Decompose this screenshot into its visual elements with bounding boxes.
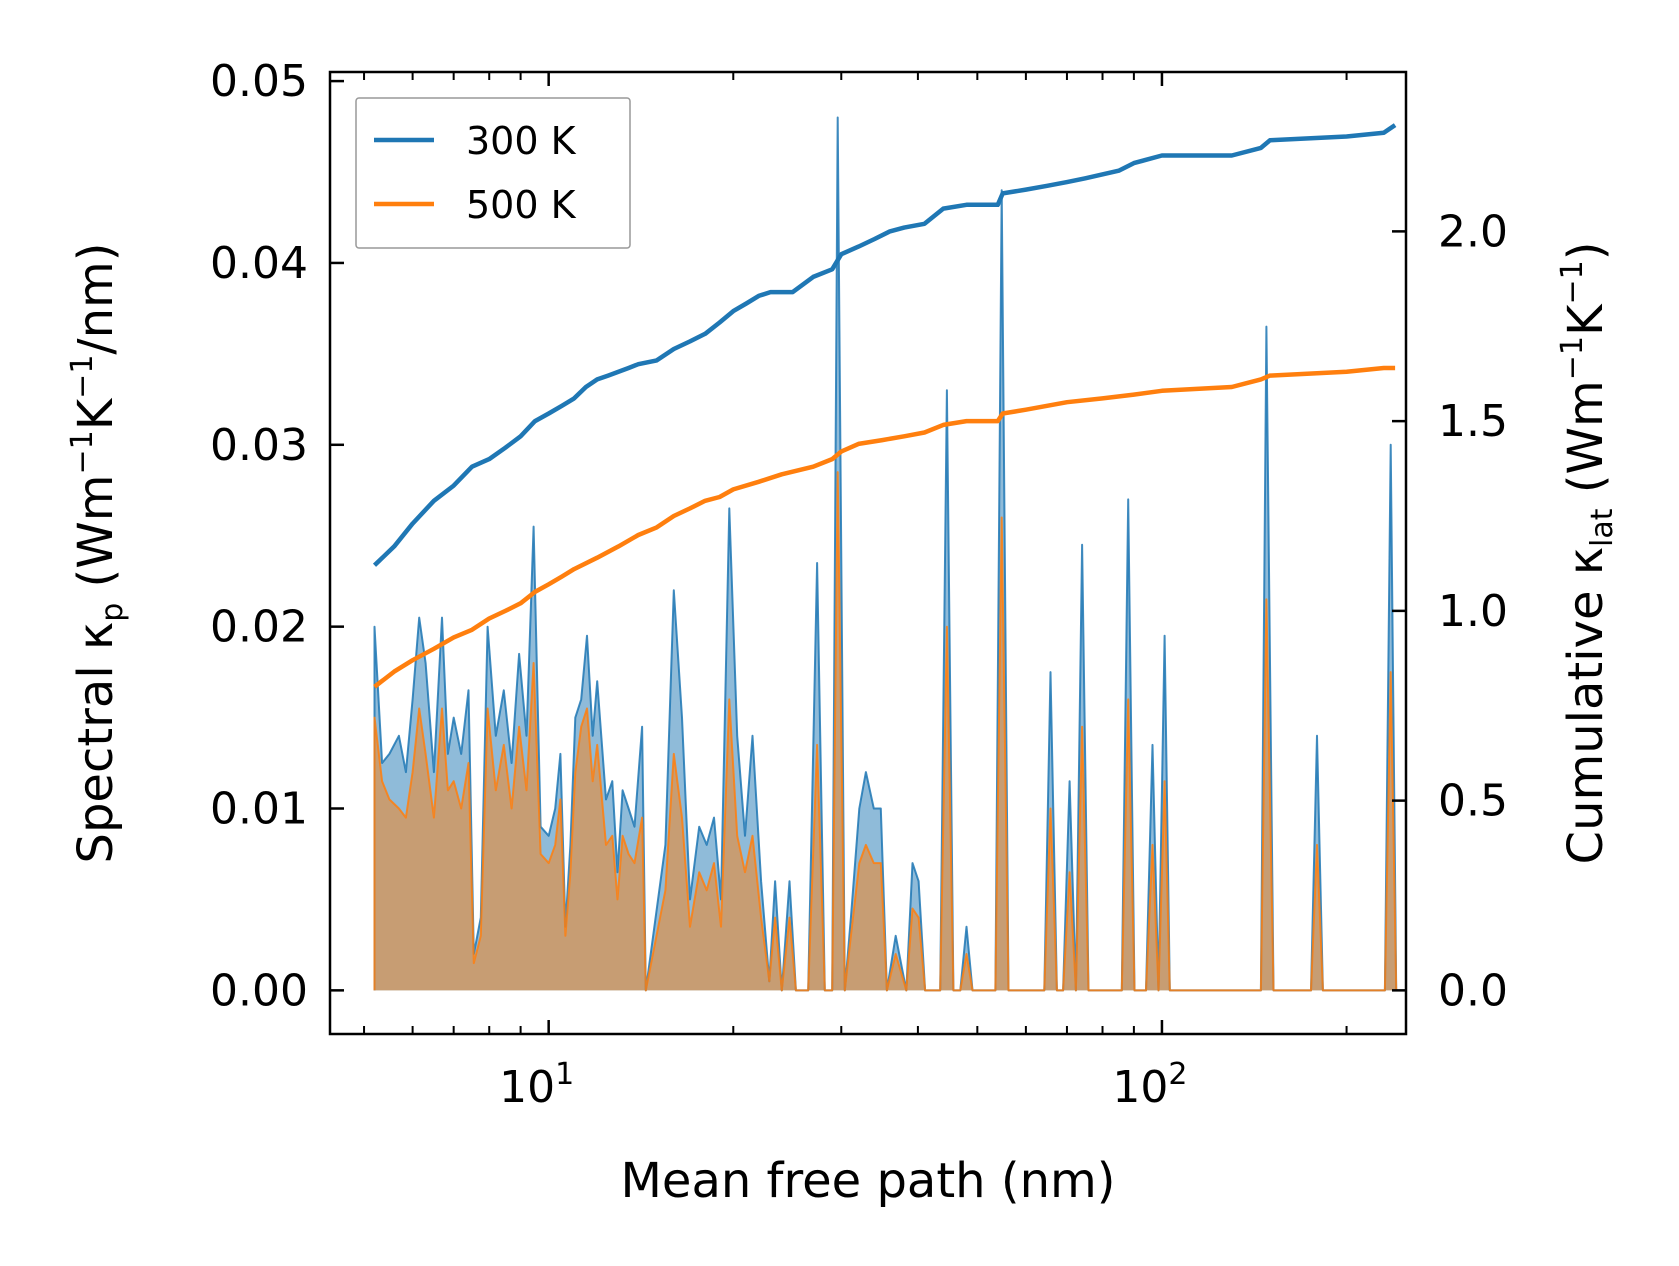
x-axis-ticks: 101 102: [363, 72, 1348, 1113]
line-300-k-cumulative: [372, 123, 1397, 567]
legend-label-500k: 500 K: [466, 183, 577, 227]
legend-label-300k: 300 K: [466, 119, 577, 163]
y-right-tick-label: 0.5: [1438, 776, 1508, 827]
y-right-tick-label: 1.5: [1438, 396, 1508, 447]
fill-500-k-spectral: [374, 472, 1397, 991]
line-500-k-cumulative: [373, 365, 1396, 689]
line-300-k-spectral: [373, 116, 1398, 992]
spectral-fills: [374, 117, 1397, 991]
cumulative-lines: [372, 123, 1397, 689]
y-left-tick-label: 0.01: [210, 784, 308, 835]
y-left-axis-ticks: 0.00 0.01 0.02 0.03 0.04 0.05: [210, 56, 344, 1016]
x-axis-title: Mean free path (nm): [621, 1153, 1116, 1209]
legend: 300 K 500 K: [355, 97, 631, 249]
spectral-lines: [373, 116, 1398, 992]
y-left-tick-label: 0.03: [210, 420, 308, 471]
y-right-tick-label: 2.0: [1438, 206, 1508, 257]
y-right-tick-label: 1.0: [1438, 586, 1508, 637]
y-right-axis-ticks: 0.0 0.5 1.0 1.5 2.0: [1392, 206, 1508, 1016]
y-left-tick-label: 0.05: [210, 56, 308, 107]
plot-frame: [328, 70, 1408, 1036]
line-500-k-spectral: [373, 471, 1398, 992]
y-left-tick-label: 0.02: [210, 602, 308, 653]
y-left-tick-label: 0.04: [210, 238, 308, 289]
y-left-axis-title: Spectral κp (Wm−1K−1/nm): [65, 243, 130, 864]
y-left-tick-label: 0.00: [210, 965, 308, 1016]
y-right-axis-title: Cumulative κlat (Wm−1K−1): [1555, 242, 1620, 865]
x-tick-label: 102: [1112, 1057, 1187, 1113]
y-right-tick-label: 0.0: [1438, 965, 1508, 1016]
legend-frame: [355, 97, 631, 249]
x-tick-label: 101: [499, 1057, 574, 1113]
